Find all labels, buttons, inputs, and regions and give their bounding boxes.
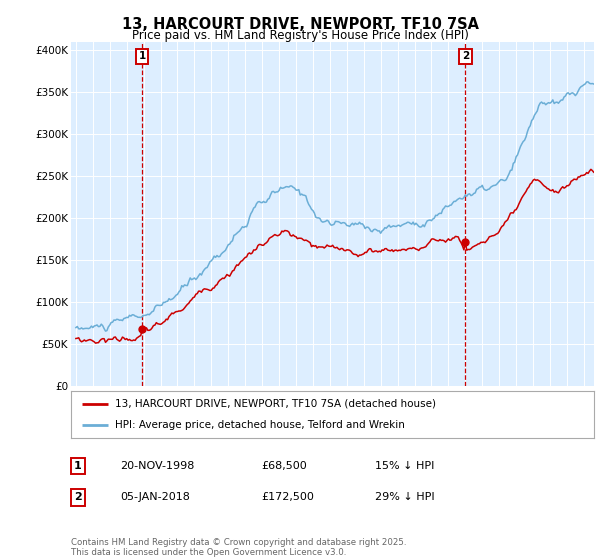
Text: Contains HM Land Registry data © Crown copyright and database right 2025.
This d: Contains HM Land Registry data © Crown c…: [71, 538, 406, 557]
Text: HPI: Average price, detached house, Telford and Wrekin: HPI: Average price, detached house, Telf…: [115, 421, 405, 431]
Text: 20-NOV-1998: 20-NOV-1998: [120, 461, 194, 471]
Text: 15% ↓ HPI: 15% ↓ HPI: [375, 461, 434, 471]
Text: 1: 1: [139, 52, 146, 62]
Text: 1: 1: [74, 461, 82, 471]
Text: 2: 2: [74, 492, 82, 502]
Text: 13, HARCOURT DRIVE, NEWPORT, TF10 7SA (detached house): 13, HARCOURT DRIVE, NEWPORT, TF10 7SA (d…: [115, 399, 436, 409]
Text: 13, HARCOURT DRIVE, NEWPORT, TF10 7SA: 13, HARCOURT DRIVE, NEWPORT, TF10 7SA: [121, 17, 479, 32]
Text: £68,500: £68,500: [261, 461, 307, 471]
Text: 05-JAN-2018: 05-JAN-2018: [120, 492, 190, 502]
Text: 29% ↓ HPI: 29% ↓ HPI: [375, 492, 434, 502]
Text: Price paid vs. HM Land Registry's House Price Index (HPI): Price paid vs. HM Land Registry's House …: [131, 29, 469, 42]
Text: 2: 2: [461, 52, 469, 62]
Text: £172,500: £172,500: [261, 492, 314, 502]
